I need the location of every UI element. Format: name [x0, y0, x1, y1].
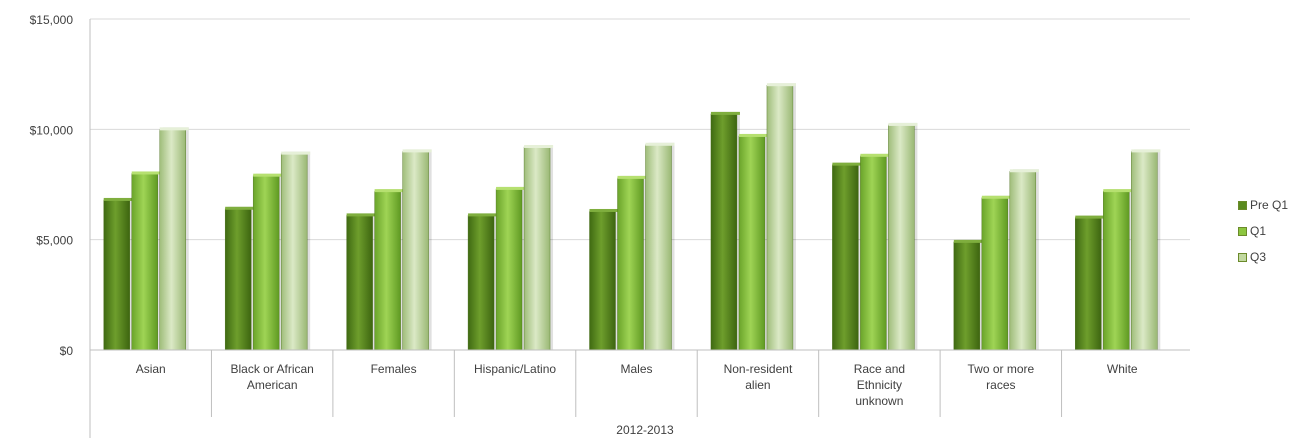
- bar-cap: [524, 144, 554, 148]
- bar-cap: [281, 151, 311, 155]
- bar-cap: [953, 239, 983, 243]
- x-tick-label: Race and Ethnicity unknown: [854, 362, 905, 408]
- chart-plot: $0 $5,000 $10,000 $15,000 Asian Black or Afri…: [30, 13, 1190, 438]
- bar: [159, 129, 186, 351]
- x-tick-label: Males: [620, 362, 652, 376]
- y-tick-label: $15,000: [30, 13, 74, 27]
- bar-cap: [374, 189, 404, 193]
- bar-cap: [103, 197, 133, 201]
- bar-cap: [589, 208, 619, 212]
- x-tick-label: Asian: [136, 362, 166, 376]
- legend-label-q1: Q1: [1250, 224, 1267, 238]
- bar-cap: [496, 186, 526, 190]
- bar-cap: [131, 171, 161, 175]
- bar: [252, 175, 280, 351]
- bar: [710, 113, 738, 351]
- legend-label-q3: Q3: [1250, 250, 1267, 264]
- bar-cap: [888, 122, 918, 126]
- bar: [645, 144, 672, 351]
- bar: [860, 155, 887, 351]
- bar-cap: [346, 213, 376, 217]
- bar: [467, 215, 495, 351]
- bar-cap: [402, 149, 432, 153]
- bar: [280, 153, 308, 351]
- x-tick-label: White: [1107, 362, 1138, 376]
- x-tick-label: Hispanic/Latino: [474, 362, 556, 376]
- bar: [402, 151, 429, 351]
- legend-swatch-q3: [1238, 252, 1247, 262]
- legend: Pre Q1 Q1 Q3: [1238, 192, 1308, 270]
- bar-cap: [253, 173, 283, 177]
- bar-cap: [738, 133, 768, 137]
- bar-cap: [1131, 149, 1161, 153]
- bar-cap: [1075, 215, 1105, 219]
- bar-cap: [710, 111, 740, 115]
- x-tick-label: Females: [371, 362, 417, 376]
- y-tick-label: $10,000: [30, 123, 74, 137]
- bar-cap: [225, 206, 255, 210]
- legend-label-pre-q1: Pre Q1: [1250, 198, 1289, 212]
- legend-item: Q1: [1238, 218, 1308, 244]
- legend-swatch-pre-q1: [1238, 200, 1247, 210]
- bar-cap: [766, 83, 796, 87]
- bar: [374, 190, 401, 351]
- bar: [103, 199, 130, 351]
- bar: [738, 135, 766, 351]
- bar-cap: [1009, 169, 1039, 173]
- bar: [589, 210, 616, 351]
- bar: [1103, 190, 1130, 351]
- x-group-label: 2012-2013: [616, 423, 674, 437]
- bar: [224, 208, 252, 351]
- bar: [346, 215, 373, 351]
- bar-cap: [1103, 189, 1133, 193]
- bar: [1075, 217, 1102, 351]
- x-tick-label: Black or African American: [230, 362, 313, 392]
- y-tick-label: $5,000: [36, 234, 73, 248]
- bar: [981, 197, 1009, 351]
- bar-cap: [468, 213, 498, 217]
- bar-cap: [981, 195, 1011, 199]
- legend-swatch-q1: [1238, 226, 1247, 236]
- bar-cap: [159, 127, 189, 131]
- bar: [1009, 171, 1037, 351]
- legend-item: Pre Q1: [1238, 192, 1308, 218]
- bar: [131, 173, 158, 351]
- bar: [1131, 151, 1158, 351]
- bar: [495, 188, 523, 351]
- bar: [766, 84, 794, 351]
- bar: [953, 241, 981, 351]
- bar-cap: [860, 153, 890, 157]
- bar: [617, 177, 644, 351]
- x-tick-label: Non-resident alien: [724, 362, 793, 392]
- bar: [523, 146, 551, 351]
- bar-cap: [617, 175, 647, 179]
- bar-cap: [832, 162, 862, 166]
- bar-cap: [645, 142, 675, 146]
- bar: [888, 124, 915, 351]
- y-tick-label: $0: [60, 344, 74, 358]
- legend-item: Q3: [1238, 244, 1308, 270]
- x-tick-label: Two or more races: [967, 362, 1034, 392]
- bar: [832, 164, 859, 351]
